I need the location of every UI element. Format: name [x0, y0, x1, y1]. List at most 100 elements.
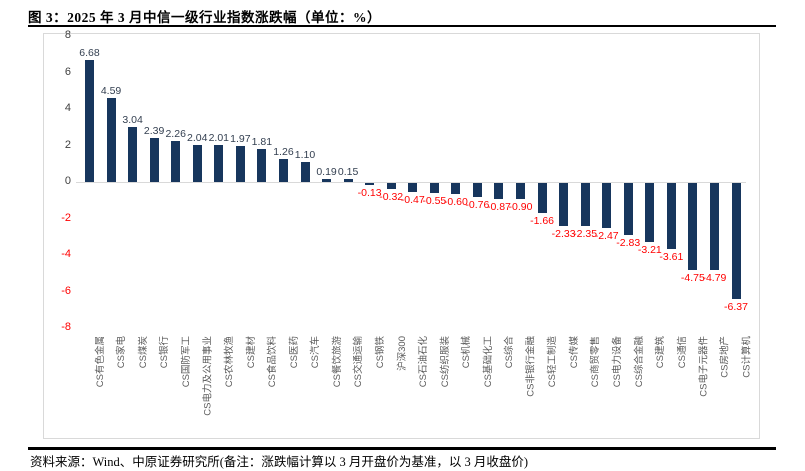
- bar: [171, 140, 181, 182]
- figure-title: 图 3：2025 年 3 月中信一级行业指数涨跌幅（单位：%）: [28, 10, 381, 25]
- bar-value-label: 4.59: [100, 85, 122, 98]
- x-axis-label: CS汽车: [310, 336, 322, 369]
- x-axis-label: CS煤炭: [138, 336, 150, 369]
- bar-value-label: -6.37: [724, 301, 748, 314]
- bar-value-label: -2.33: [551, 227, 576, 240]
- x-axis-label: CS石油石化: [418, 336, 430, 388]
- bar: [365, 183, 375, 186]
- bar: [494, 183, 504, 199]
- x-axis-label: CS计算机: [741, 336, 753, 378]
- x-axis-label: CS建材: [245, 336, 257, 369]
- x-axis-label: 沪深300: [396, 336, 408, 371]
- bar-value-label: -2.47: [594, 230, 619, 243]
- x-axis-label: CS综合: [504, 336, 516, 369]
- y-axis-tick-label: 6: [64, 65, 71, 78]
- x-axis-label: CS电子元器件: [698, 336, 710, 397]
- bar-value-label: -2.35: [573, 227, 598, 240]
- bar-value-label: 2.04: [187, 131, 208, 144]
- bar: [300, 161, 310, 182]
- bar-value-label: 2.26: [165, 127, 186, 140]
- bar-value-label: 0.15: [337, 166, 359, 179]
- x-axis-label: CS建筑: [655, 336, 667, 369]
- industry-index-bar-chart: 8 6 4 2 0 -2 -4 -6 -8 6.68 CS有色金属 4.59 CS家电 3.04 CS煤炭 2…: [43, 29, 760, 439]
- bar: [192, 144, 202, 182]
- bar-value-label: 1.10: [294, 148, 316, 161]
- x-axis-label: CS钢铁: [375, 336, 387, 369]
- bar: [666, 183, 676, 249]
- footer-divider: [28, 447, 776, 450]
- bar: [343, 179, 353, 182]
- x-axis-label: CS银行: [159, 336, 171, 369]
- bar: [709, 183, 719, 271]
- bar-value-label: -0.76: [465, 198, 490, 211]
- bar: [537, 183, 547, 214]
- x-axis-label: CS交通运输: [353, 336, 365, 388]
- bar: [149, 138, 159, 182]
- bar: [559, 183, 569, 226]
- x-axis-label: CS纺织服装: [439, 336, 451, 388]
- y-axis-tick-label: 2: [64, 138, 71, 151]
- y-axis-tick-label: -6: [61, 284, 71, 297]
- bar: [235, 146, 245, 182]
- bar: [688, 183, 698, 270]
- bar-value-label: 0.19: [316, 165, 337, 178]
- bar: [623, 183, 633, 235]
- x-axis-label: CS家电: [116, 336, 128, 369]
- bar: [451, 183, 461, 194]
- bar-value-label: -0.87: [486, 200, 511, 213]
- bar-value-label: 3.04: [122, 113, 143, 126]
- y-axis-tick-label: -2: [61, 211, 71, 224]
- bar: [602, 183, 612, 229]
- x-axis-label: CS有色金属: [95, 336, 106, 388]
- bar-value-label: -0.47: [400, 193, 425, 206]
- bar: [257, 148, 267, 182]
- x-axis-label: CS餐饮旅游: [332, 336, 344, 388]
- x-axis-label: CS农林牧渔: [224, 336, 236, 388]
- y-axis-tick-label: -8: [61, 321, 71, 333]
- bar-value-label: -0.13: [357, 187, 382, 200]
- bar: [731, 183, 741, 300]
- bar: [322, 178, 332, 182]
- x-axis-label: CS基础化工: [482, 336, 494, 388]
- x-axis-label: CS非银行金融: [526, 336, 537, 397]
- bar-value-label: 1.81: [251, 135, 273, 148]
- bar-value-label: -0.32: [379, 190, 404, 203]
- bar-value-label: -0.55: [422, 195, 447, 208]
- x-axis-label: CS食品饮料: [267, 336, 279, 388]
- x-axis-label: CS传媒: [569, 336, 581, 369]
- bar-value-label: 2.01: [208, 132, 230, 145]
- bar-value-label: 1.26: [273, 146, 294, 158]
- bar-value-label: -3.21: [637, 243, 662, 256]
- bar-value-label: -0.90: [508, 201, 533, 214]
- x-axis-label: CS电力设备: [612, 336, 624, 388]
- x-axis-label: CS电力及公用事业: [202, 336, 214, 416]
- bar-value-label: -3.61: [659, 250, 684, 263]
- bar-value-label: -4.75: [680, 271, 705, 284]
- y-axis-tick-label: 0: [64, 175, 71, 187]
- bar-value-label: -4.79: [702, 272, 727, 285]
- x-axis-label: CS轻工制造: [547, 336, 559, 388]
- y-axis-tick-label: 4: [64, 102, 71, 114]
- bar-value-label: -2.83: [616, 236, 641, 249]
- bar: [106, 98, 116, 182]
- x-axis-label: CS通信: [676, 336, 688, 369]
- bar: [580, 183, 590, 226]
- source-note: 资料来源：Wind、中原证券研究所(备注：涨跌幅计算以 3 月开盘价为基准，以 …: [30, 455, 529, 469]
- bar: [645, 183, 655, 242]
- x-axis-label: CS机械: [461, 336, 473, 369]
- bar: [128, 126, 138, 182]
- x-axis-label: CS国防军工: [181, 336, 193, 388]
- bar: [278, 159, 288, 182]
- bar: [516, 183, 525, 200]
- zero-axis-line: [76, 182, 746, 183]
- x-axis-label: CS房地产: [719, 336, 731, 378]
- x-axis-label: CS医药: [288, 336, 300, 369]
- y-axis-tick-label: 8: [64, 29, 71, 41]
- bar: [386, 183, 396, 189]
- title-divider: [28, 25, 776, 27]
- x-axis-label: CS商贸零售: [590, 336, 602, 388]
- bar: [214, 145, 224, 182]
- bar-value-label: -1.66: [530, 215, 555, 228]
- bar: [429, 183, 439, 194]
